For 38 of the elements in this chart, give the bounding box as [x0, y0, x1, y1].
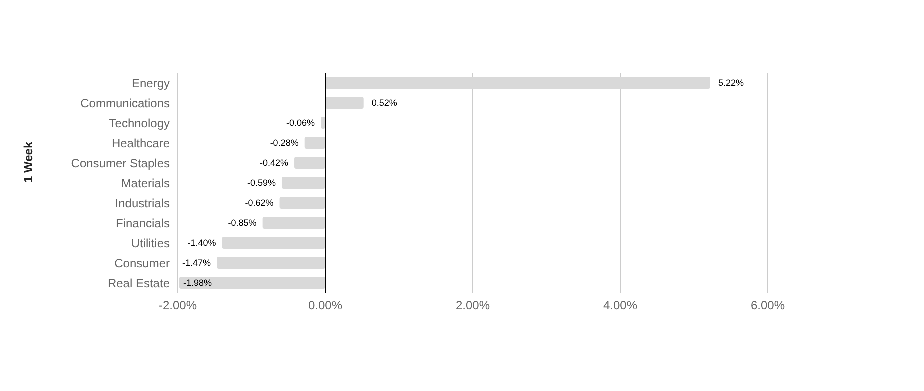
data-label: -0.42% — [260, 158, 289, 168]
data-label: 5.22% — [718, 78, 744, 88]
bar — [280, 197, 326, 209]
y-tick-label: Consumer — [114, 256, 170, 270]
y-tick-label: Financials — [116, 216, 170, 230]
data-label: 0.52% — [372, 98, 398, 108]
y-tick-label: Technology — [109, 116, 170, 130]
y-tick-label: Utilities — [131, 236, 170, 250]
bar — [326, 97, 364, 109]
data-label: -1.47% — [182, 258, 212, 268]
y-tick-label: Communications — [80, 96, 170, 110]
y-tick-label: Consumer Staples — [71, 156, 170, 170]
data-label: -1.98% — [183, 278, 212, 288]
data-label: -0.62% — [245, 198, 274, 208]
y-tick-label: Materials — [121, 176, 170, 190]
x-tick-label: -2.00% — [158, 298, 198, 313]
bar — [294, 157, 326, 169]
bar — [179, 277, 326, 289]
x-tick-label: 4.00% — [603, 298, 638, 313]
x-tick-label: 0.00% — [308, 298, 343, 313]
bar — [326, 77, 710, 89]
data-label: -0.85% — [228, 218, 257, 228]
bar — [262, 217, 326, 229]
data-label: -0.28% — [270, 138, 299, 148]
data-label: -0.59% — [247, 178, 276, 188]
bar — [282, 177, 326, 189]
y-tick-label: Healthcare — [112, 136, 170, 150]
y-tick-label: Real Estate — [108, 276, 170, 290]
data-label: -0.06% — [286, 118, 316, 128]
bar — [217, 257, 326, 269]
bar — [304, 137, 326, 149]
y-tick-label: Industrials — [115, 196, 170, 210]
data-label: -1.40% — [188, 238, 216, 248]
y-tick-label: Energy — [132, 76, 170, 90]
bar — [222, 237, 326, 249]
x-tick-label: 2.00% — [456, 298, 490, 313]
x-tick-label: 6.00% — [750, 298, 786, 313]
y-axis-title: 1 Week — [21, 142, 36, 183]
